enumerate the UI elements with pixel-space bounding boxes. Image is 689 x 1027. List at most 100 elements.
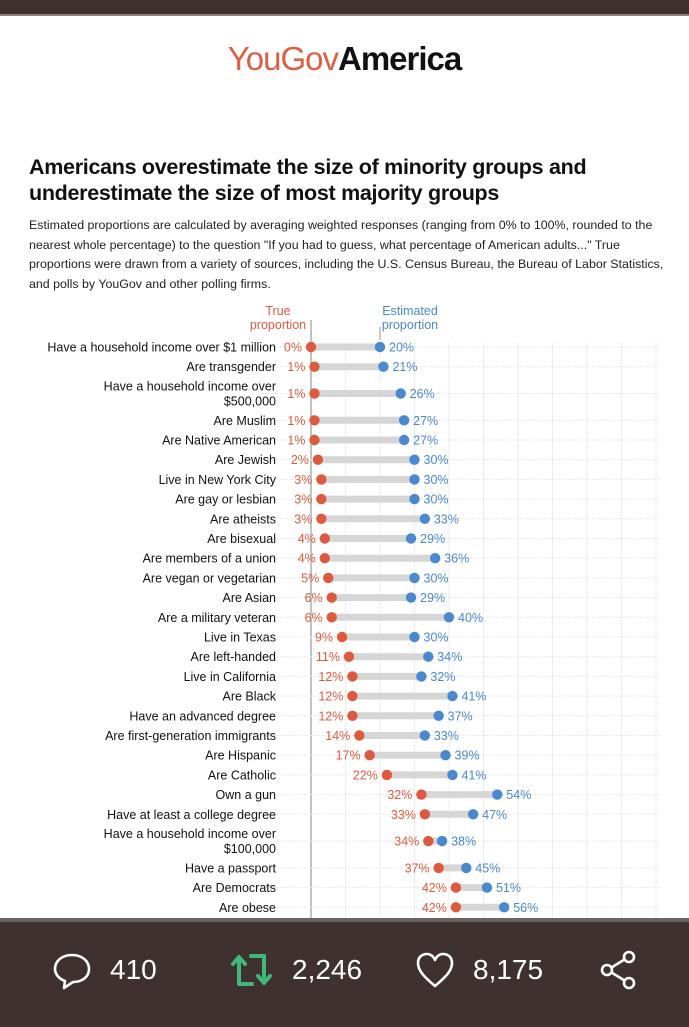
legend-true-proportion: proportion [250, 318, 306, 332]
true-dot [326, 592, 337, 603]
yougov-america-logo: YouGovAmerica [0, 40, 689, 78]
true-value-label: 3% [294, 473, 312, 487]
true-dot [319, 533, 330, 544]
chart-row: Are Jewish 2% 30% [215, 453, 660, 467]
retweet-button[interactable]: 2,246 [230, 950, 362, 990]
true-dot [305, 341, 317, 353]
true-dot [316, 493, 327, 505]
category-label: Are first-generation immigrants [105, 729, 276, 743]
category-label: Are Hispanic [205, 749, 276, 763]
true-value-label: 1% [287, 434, 305, 448]
estimated-value-label: 30% [424, 571, 449, 585]
chart-row: Are Black 12% 41% [223, 690, 660, 704]
chart-row: Live in New York City 3% 30% [159, 473, 660, 487]
chart-row: Are Asian 6% 29% [222, 591, 660, 605]
true-value-label: 5% [301, 571, 319, 585]
true-dot [319, 553, 330, 564]
estimated-value-label: 36% [444, 552, 469, 566]
estimated-value-label: 32% [430, 670, 455, 684]
chart-row: Are atheists 3% 33% [210, 512, 660, 526]
category-label: Are obese [219, 901, 276, 915]
category-label: Have a household income over $1 million [47, 341, 276, 355]
estimated-value-label: 45% [475, 861, 500, 875]
chart-row: Have a household income over $1 million 0… [47, 341, 660, 355]
chart-row: Live in California 12% 32% [184, 670, 660, 684]
true-dot [316, 474, 327, 485]
true-value-label: 6% [305, 591, 323, 605]
category-label: Are Jewish [215, 453, 276, 467]
estimated-dot [378, 361, 389, 372]
true-value-label: 1% [287, 387, 305, 401]
true-value-label: 12% [318, 670, 343, 684]
true-value-label: 4% [298, 532, 316, 546]
category-label: Are Muslim [213, 414, 276, 428]
category-label: Live in New York City [159, 473, 277, 487]
chart-row: Own a gun 32% 54% [216, 788, 660, 802]
true-value-label: 37% [405, 861, 430, 875]
true-value-label: 1% [287, 360, 305, 374]
chart-row: Have a household income over$500,000 1% 26… [104, 380, 660, 409]
estimated-dot [395, 388, 406, 399]
reply-button[interactable]: 410 [52, 950, 157, 990]
like-count: 8,175 [473, 954, 544, 985]
category-label: Own a gun [216, 788, 277, 802]
true-value-label: 17% [336, 749, 361, 763]
true-dot [423, 835, 434, 847]
estimated-dot [423, 651, 434, 662]
estimated-value-label: 51% [496, 881, 521, 895]
chart-row: Are Muslim 1% 27% [213, 414, 660, 428]
category-label: Are Black [223, 690, 277, 704]
category-label: $500,000 [224, 395, 276, 409]
true-dot [309, 361, 320, 372]
category-label: $100,000 [224, 842, 276, 856]
true-dot [326, 612, 337, 623]
estimated-dot [499, 902, 510, 913]
category-label: Are Democrats [193, 881, 276, 895]
estimated-dot [447, 690, 458, 702]
true-value-label: 3% [294, 512, 312, 526]
estimated-dot [440, 750, 451, 761]
true-dot [316, 513, 327, 524]
chart-row: Are Hispanic 17% 39% [205, 749, 660, 763]
legend-estimated-proportion: proportion [382, 318, 438, 332]
estimated-dot [443, 612, 455, 623]
estimated-value-label: 47% [482, 808, 507, 822]
true-value-label: 1% [287, 414, 305, 428]
true-dot [343, 651, 355, 662]
true-value-label: 11% [316, 650, 340, 664]
estimated-value-label: 29% [420, 532, 445, 546]
chart-row: Have an advanced degree 12% 37% [129, 709, 660, 723]
chart-row: Have a household income over$100,000 34% 3… [104, 827, 660, 856]
engagement-bar: 410 2,246 8,175 [0, 918, 689, 1027]
estimated-value-label: 20% [389, 341, 414, 355]
true-dot [381, 769, 393, 781]
true-value-label: 42% [422, 881, 447, 895]
like-button[interactable]: 8,175 [415, 950, 543, 990]
true-dot [309, 415, 320, 426]
estimated-dot [430, 553, 441, 564]
estimated-dot [409, 454, 420, 465]
estimated-value-label: 56% [513, 901, 538, 915]
estimated-dot [409, 631, 420, 643]
true-dot [347, 710, 358, 721]
true-value-label: 6% [305, 611, 323, 625]
estimated-dot [419, 513, 431, 524]
chart-row: Have at least a college degree 33% 47% [107, 808, 660, 822]
estimated-dot [398, 415, 410, 426]
estimated-dot [409, 572, 420, 584]
legend-estimated-proportion: Estimated [382, 304, 438, 318]
estimated-dot [416, 671, 427, 682]
chart-row: Are a military veteran 6% 40% [158, 611, 660, 625]
true-dot [364, 750, 375, 761]
true-value-label: 3% [294, 493, 312, 507]
true-dot [450, 882, 462, 893]
estimated-dot [467, 809, 479, 820]
estimated-dot [409, 474, 420, 485]
category-label: Have a household income over [104, 827, 276, 841]
true-value-label: 9% [315, 631, 333, 645]
share-button[interactable] [598, 950, 638, 990]
estimated-dot [405, 533, 417, 544]
chart-row: Are vegan or vegetarian 5% 30% [143, 571, 660, 585]
estimated-value-label: 41% [461, 690, 486, 704]
category-label: Live in Texas [204, 631, 276, 645]
